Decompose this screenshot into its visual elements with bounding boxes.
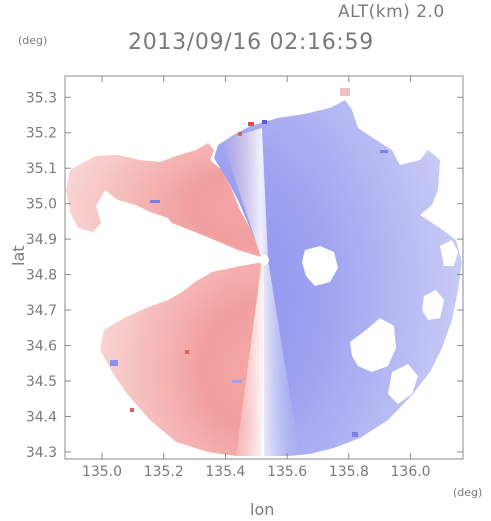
radar-origin — [259, 255, 269, 265]
echo-gap — [440, 240, 458, 266]
x-tick-label: 135.6 — [267, 464, 307, 480]
x-tick-label: 135.2 — [144, 464, 184, 480]
echo-gap — [422, 290, 444, 320]
x-tick-label: 135.0 — [82, 464, 122, 480]
y-tick-label: 34.5 — [26, 374, 57, 390]
y-tick-label: 34.3 — [26, 445, 57, 461]
y-tick-label: 34.6 — [26, 339, 57, 355]
x-tick-label: 135.4 — [205, 464, 245, 480]
y-tick-label: 35.3 — [26, 90, 57, 106]
echo-gap — [120, 212, 180, 282]
y-tick-label: 34.9 — [26, 232, 57, 248]
radar-field — [66, 88, 462, 456]
chart-title: 2013/09/16 02:16:59 — [128, 30, 374, 55]
x-axis-label: lon — [250, 500, 274, 519]
y-axis-label: lat — [9, 245, 28, 266]
echo-gap — [350, 318, 396, 372]
y-tick-label: 35.1 — [26, 161, 57, 177]
positive-velocity-region — [66, 143, 264, 258]
chart-subtitle: ALT(km) 2.0 — [338, 2, 445, 22]
zero-velocity-band — [222, 128, 300, 456]
y-tick-label: 34.4 — [26, 409, 57, 425]
y-tick-label: 35.2 — [26, 126, 57, 142]
echo-gap — [388, 364, 418, 404]
y-tick-label: 35.0 — [26, 197, 57, 213]
x-tick-label: 135.8 — [329, 464, 369, 480]
y-axis: 34.3 34.4 34.5 34.6 34.7 34.8 34.9 35.0 35.1 35.2… — [26, 90, 463, 461]
x-unit-label: (deg) — [453, 486, 482, 499]
y-tick-label: 34.7 — [26, 303, 57, 319]
positive-velocity-region-south — [100, 262, 264, 456]
x-axis: 135.0 135.2 135.4 135.6 135.8 136.0 — [82, 76, 431, 480]
echo-gap — [302, 246, 338, 286]
x-tick-label: 136.0 — [391, 464, 431, 480]
plot-frame — [64, 75, 464, 460]
y-unit-label: (deg) — [18, 34, 47, 47]
noise-speckles — [110, 88, 388, 437]
y-tick-label: 34.8 — [26, 268, 57, 284]
